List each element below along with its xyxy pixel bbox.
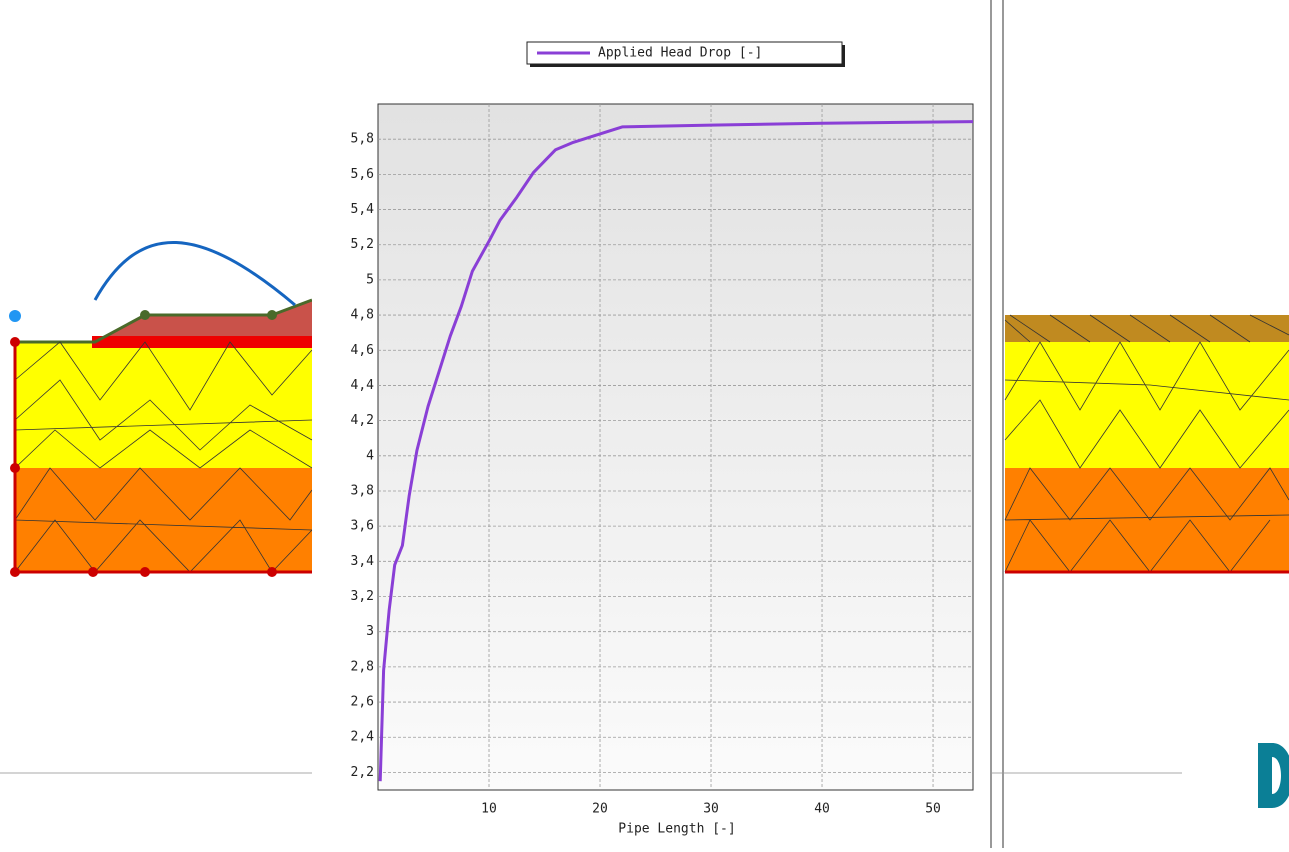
y-tick-label: 2,4 [351,730,375,745]
legend: Applied Head Drop [-] [526,41,845,67]
y-tick-label: 3 [366,624,374,639]
y-tick-label: 3,4 [351,554,375,569]
x-tick-label: 50 [925,802,941,817]
y-tick-label: 3,8 [351,483,374,498]
y-tick-label: 5,8 [351,132,374,147]
logo-letter [1258,743,1289,808]
y-tick-label: 5,2 [351,237,374,252]
y-tick-label: 2,6 [351,695,374,710]
y-tick-label: 5,4 [351,202,375,217]
data-line [378,120,974,782]
y-tick-label: 2,8 [351,659,374,674]
x-tick-label: 30 [703,802,719,817]
y-tick-label: 4,6 [351,343,374,358]
legend-box [526,41,843,65]
mesh-right [1004,314,1289,574]
y-tick-label: 3,2 [351,589,374,604]
x-tick-label: 10 [481,802,497,817]
legend-label: Applied Head Drop [-] [598,46,762,61]
y-tick-label: 4,2 [351,413,374,428]
x-tick-label: 40 [814,802,830,817]
mesh-left [9,240,313,577]
x-axis-title: Pipe Length [-] [618,822,735,837]
plot-area [377,103,974,791]
y-tick-label: 4,8 [351,308,374,323]
x-tick-label: 20 [592,802,608,817]
y-tick-label: 5 [366,272,374,287]
y-tick-label: 5,6 [351,167,374,182]
y-tick-label: 3,6 [351,519,374,534]
y-tick-label: 4 [366,448,374,463]
y-tick-label: 2,2 [351,765,374,780]
y-tick-label: 4,4 [351,378,375,393]
